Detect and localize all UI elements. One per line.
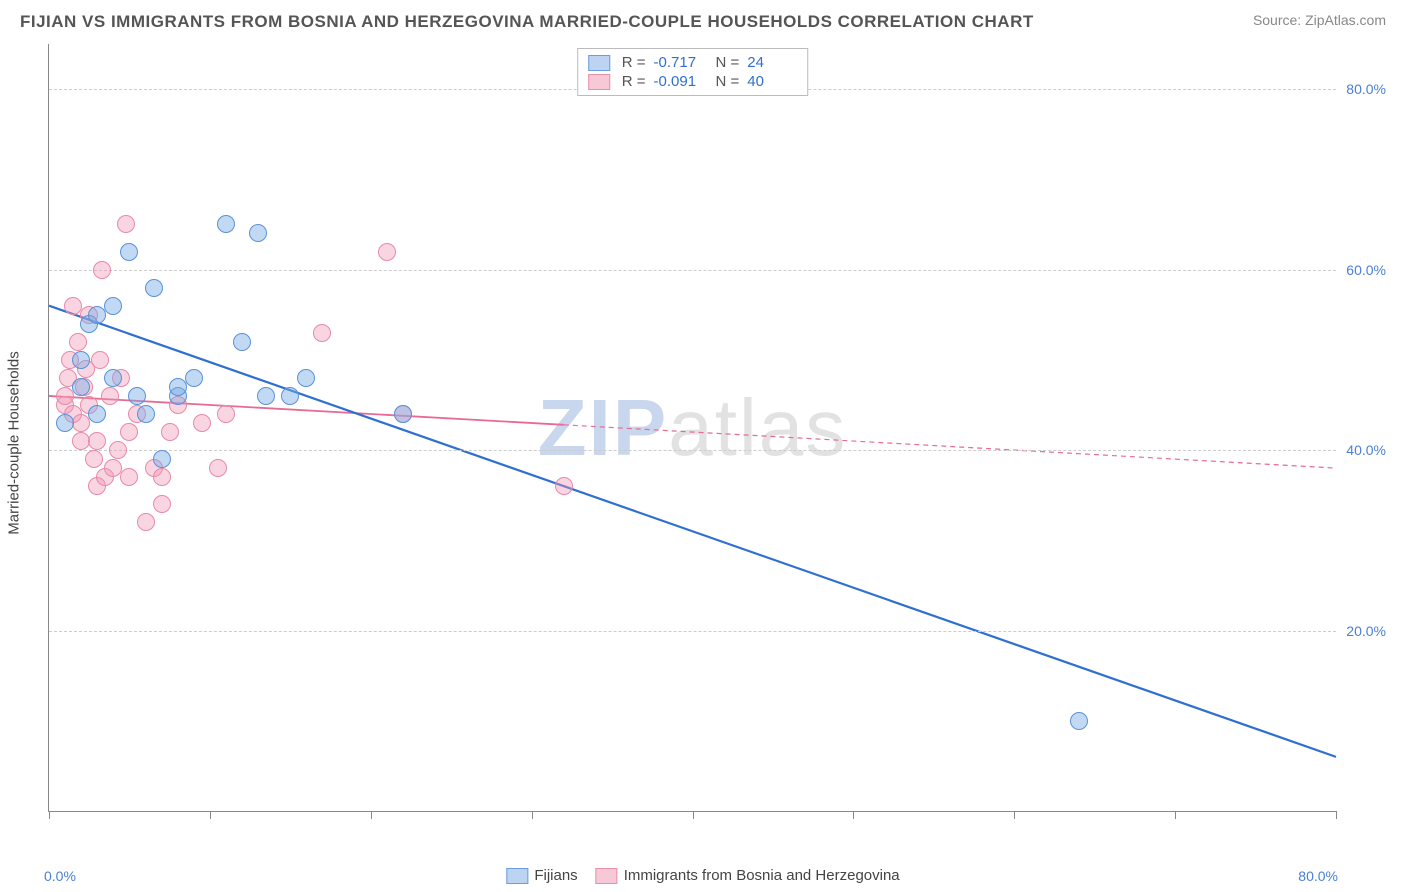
legend-swatch-1	[588, 55, 610, 71]
chart-title: FIJIAN VS IMMIGRANTS FROM BOSNIA AND HER…	[20, 12, 1034, 32]
scatter-point-series1	[72, 378, 90, 396]
watermark: ZIPatlas	[538, 382, 847, 474]
r-value-1: -0.717	[654, 54, 704, 71]
y-tick-label: 40.0%	[1338, 442, 1386, 458]
x-tick	[1014, 811, 1015, 819]
stats-legend-row: R = -0.091 N = 40	[588, 72, 798, 91]
scatter-point-series2	[85, 450, 103, 468]
scatter-point-series2	[69, 333, 87, 351]
x-tick	[532, 811, 533, 819]
scatter-point-series2	[313, 324, 331, 342]
scatter-point-series1	[185, 369, 203, 387]
stats-legend-row: R = -0.717 N = 24	[588, 53, 798, 72]
legend-swatch-fijians	[506, 868, 528, 884]
legend-item: Fijians	[506, 867, 577, 884]
scatter-point-series1	[281, 387, 299, 405]
scatter-point-series2	[209, 459, 227, 477]
scatter-point-series2	[555, 477, 573, 495]
legend-item: Immigrants from Bosnia and Herzegovina	[596, 867, 900, 884]
x-tick	[210, 811, 211, 819]
x-axis-min-label: 0.0%	[44, 868, 76, 884]
scatter-point-series2	[56, 387, 74, 405]
scatter-point-series1	[394, 405, 412, 423]
legend-label: Immigrants from Bosnia and Herzegovina	[624, 867, 900, 884]
r-value-2: -0.091	[654, 73, 704, 90]
legend-swatch-bosnia	[596, 868, 618, 884]
scatter-point-series1	[128, 387, 146, 405]
scatter-point-series2	[72, 414, 90, 432]
scatter-point-series2	[193, 414, 211, 432]
plot-area: ZIPatlas R = -0.717 N = 24 R = -0.091 N …	[48, 44, 1336, 812]
x-tick	[693, 811, 694, 819]
scatter-point-series2	[120, 423, 138, 441]
scatter-point-series2	[88, 432, 106, 450]
gridline	[49, 450, 1336, 451]
scatter-point-series1	[104, 369, 122, 387]
scatter-point-series2	[153, 468, 171, 486]
scatter-point-series1	[88, 405, 106, 423]
scatter-point-series1	[72, 351, 90, 369]
x-axis-max-label: 80.0%	[1298, 868, 1338, 884]
y-axis-title: Married-couple Households	[6, 351, 23, 534]
scatter-point-series2	[117, 215, 135, 233]
x-tick	[371, 811, 372, 819]
scatter-point-series2	[91, 351, 109, 369]
scatter-point-series1	[217, 215, 235, 233]
trend-lines	[49, 44, 1336, 811]
y-tick-label: 80.0%	[1338, 81, 1386, 97]
scatter-point-series1	[249, 224, 267, 242]
scatter-point-series2	[137, 513, 155, 531]
series-legend: Fijians Immigrants from Bosnia and Herze…	[506, 867, 899, 884]
scatter-point-series2	[93, 261, 111, 279]
scatter-point-series1	[233, 333, 251, 351]
gridline	[49, 270, 1336, 271]
scatter-point-series2	[378, 243, 396, 261]
scatter-point-series2	[120, 468, 138, 486]
x-tick	[1175, 811, 1176, 819]
gridline	[49, 631, 1336, 632]
scatter-point-series2	[101, 387, 119, 405]
legend-swatch-2	[588, 74, 610, 90]
x-tick	[49, 811, 50, 819]
scatter-point-series1	[1070, 712, 1088, 730]
scatter-point-series1	[145, 279, 163, 297]
scatter-point-series1	[56, 414, 74, 432]
x-tick	[853, 811, 854, 819]
stats-legend: R = -0.717 N = 24 R = -0.091 N = 40	[577, 48, 809, 96]
x-tick	[1336, 811, 1337, 819]
chart-source: Source: ZipAtlas.com	[1253, 12, 1386, 28]
scatter-point-series2	[217, 405, 235, 423]
scatter-point-series1	[297, 369, 315, 387]
plot-wrap: Married-couple Households ZIPatlas R = -…	[48, 44, 1386, 842]
n-value-2: 40	[747, 73, 797, 90]
scatter-point-series2	[109, 441, 127, 459]
scatter-point-series1	[104, 297, 122, 315]
y-tick-label: 60.0%	[1338, 262, 1386, 278]
legend-label: Fijians	[534, 867, 577, 884]
scatter-point-series1	[120, 243, 138, 261]
scatter-point-series1	[153, 450, 171, 468]
scatter-point-series1	[257, 387, 275, 405]
scatter-point-series2	[161, 423, 179, 441]
scatter-point-series2	[153, 495, 171, 513]
n-value-1: 24	[747, 54, 797, 71]
y-tick-label: 20.0%	[1338, 623, 1386, 639]
scatter-point-series1	[137, 405, 155, 423]
scatter-point-series1	[88, 306, 106, 324]
scatter-point-series1	[169, 378, 187, 396]
